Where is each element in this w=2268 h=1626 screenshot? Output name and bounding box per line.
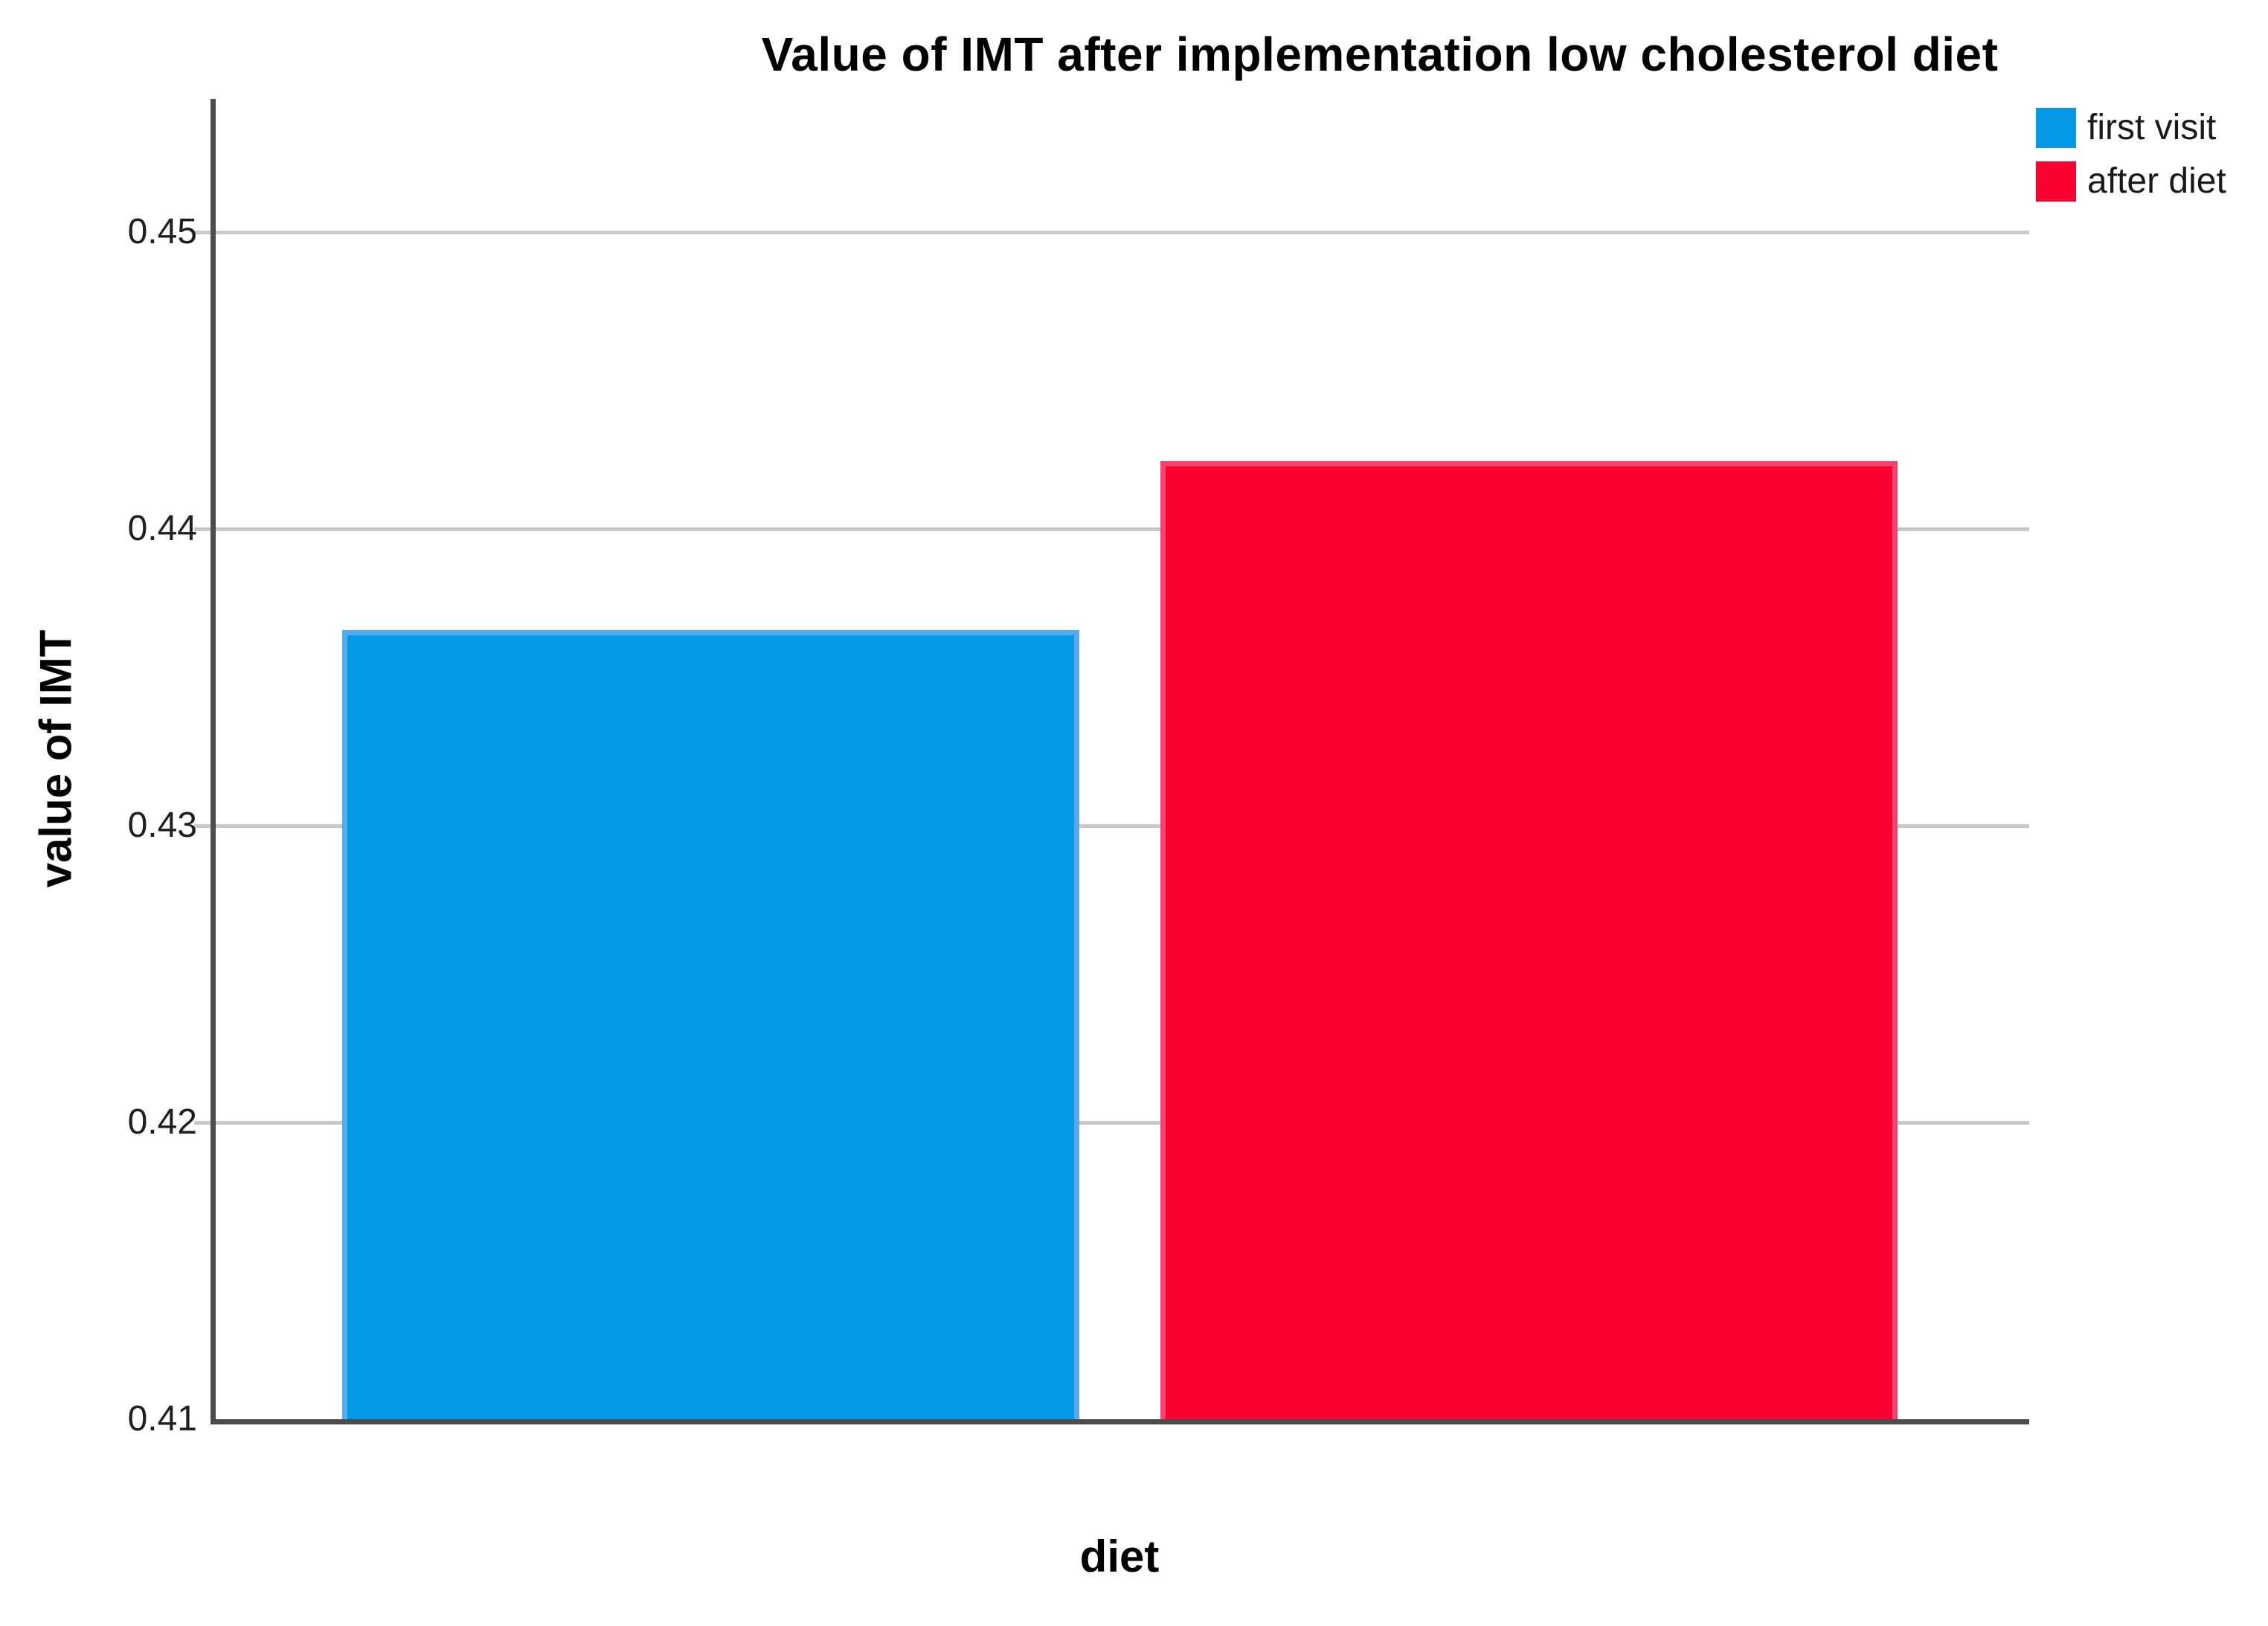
legend-item-label: first visit — [2087, 108, 2217, 147]
y-tick-label: 0.43 — [127, 806, 197, 846]
legend-item: first visit — [2036, 108, 2226, 148]
legend-color-swatch — [2036, 108, 2076, 148]
gridline — [194, 527, 2029, 531]
y-tick-label: 0.45 — [127, 212, 197, 252]
legend: first visit after diet — [2036, 108, 2226, 202]
bar-after-diet — [1160, 460, 1898, 1419]
y-tick-label: 0.44 — [127, 509, 197, 549]
y-axis-title: value of IMT — [30, 629, 81, 888]
y-tick-label: 0.41 — [127, 1399, 197, 1439]
y-axis-line — [211, 99, 216, 1424]
legend-item-label: after diet — [2087, 161, 2226, 201]
chart-title: Value of IMT after implementation low ch… — [761, 28, 1999, 81]
bar-first-visit — [341, 629, 1079, 1419]
gridline — [194, 230, 2029, 234]
y-tick-label: 0.42 — [127, 1102, 197, 1143]
x-axis-title: diet — [1079, 1532, 1160, 1581]
legend-color-swatch — [2036, 161, 2076, 202]
gridline — [194, 823, 2029, 828]
gridline — [194, 1120, 2029, 1125]
legend-item: after diet — [2036, 161, 2226, 202]
x-axis-line — [211, 1419, 2029, 1424]
